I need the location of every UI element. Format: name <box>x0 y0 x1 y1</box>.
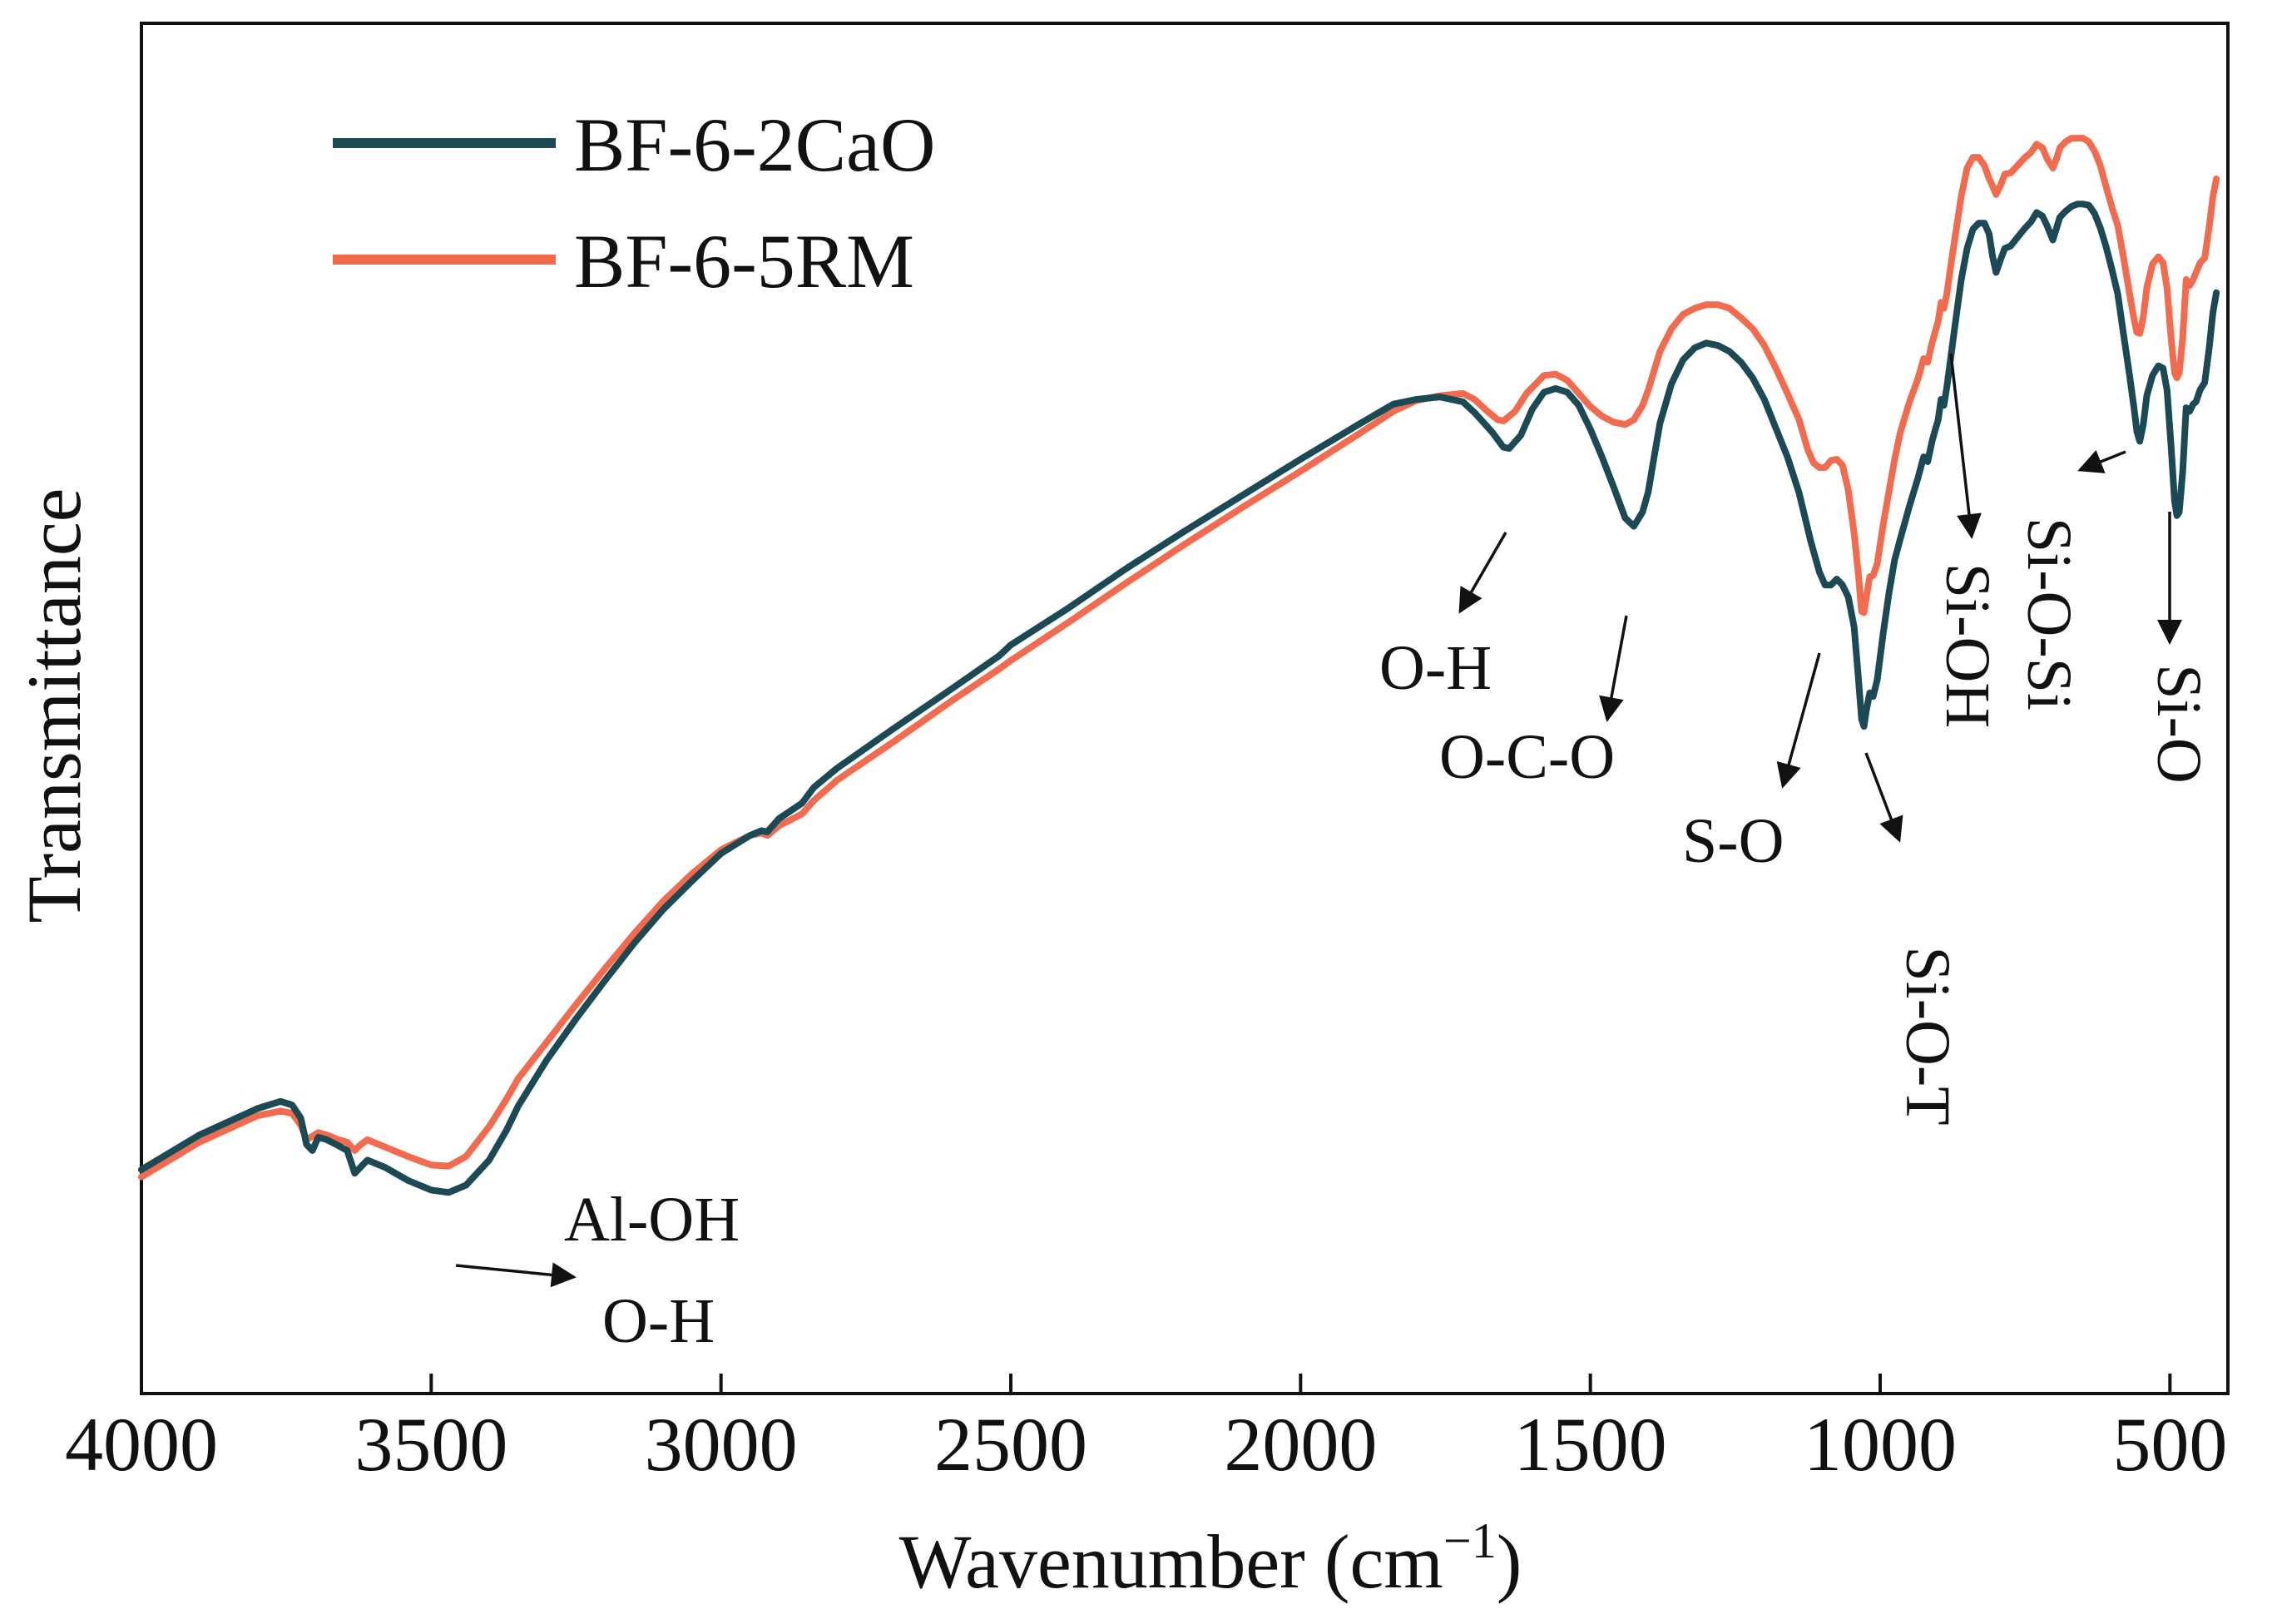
x-axis-tick-labels: 4000 3500 3000 2500 2000 1500 1000 500 <box>65 1402 2227 1487</box>
legend-label-bf-6-5rm: BF-6-5RM <box>574 219 914 304</box>
y-axis-title: Transmittance <box>12 488 97 923</box>
x-tick-label-4000: 4000 <box>65 1402 218 1487</box>
arrow-s-o <box>1776 652 1821 789</box>
x-axis-ticks <box>140 1374 2172 1394</box>
x-tick-label-2000: 2000 <box>1224 1402 1377 1487</box>
plot-frame <box>140 22 2230 1395</box>
annotation-o-h-3450: O-H <box>602 1286 715 1356</box>
x-tick-label-3500: 3500 <box>354 1402 507 1487</box>
annotation-o-h-1640: O-H <box>1379 633 1492 703</box>
x-axis-title-close: ) <box>1497 1519 1522 1604</box>
x-tick-label-3000: 3000 <box>645 1402 798 1487</box>
annotation-si-o-si: Si-O-Si <box>2014 517 2084 710</box>
arrow-si-oh <box>1949 353 1982 539</box>
arrow-o-c-o <box>1599 615 1628 722</box>
annotations: Al-OH O-H O-H O-C-O S-O Si-O-T Si-OH Si-… <box>455 353 2214 1356</box>
annotation-si-o-t: Si-O-T <box>1893 946 1963 1125</box>
x-tick-label-1500: 1500 <box>1514 1402 1667 1487</box>
arrow-si-o-si <box>2077 450 2126 473</box>
series-layer <box>138 135 2220 1196</box>
arrow-si-o-t <box>1864 752 1903 843</box>
x-axis-title: Wavenumber (cm−1) <box>899 1513 1522 1604</box>
arrow-o-h-3450 <box>455 1262 577 1288</box>
x-axis-title-main: Wavenumber (cm <box>899 1519 1443 1604</box>
arrow-o-h-1640 <box>1458 532 1507 614</box>
annotation-si-o: Si-O <box>2144 664 2214 784</box>
annotation-si-oh: Si-OH <box>1933 563 2002 728</box>
x-axis-title-superscript: −1 <box>1443 1513 1497 1568</box>
annotation-o-c-o: O-C-O <box>1439 722 1615 792</box>
legend: BF-6-2CaO BF-6-5RM <box>333 102 935 304</box>
series-line-bf-6-5rm <box>138 135 2220 1181</box>
x-tick-label-1000: 1000 <box>1804 1402 1957 1487</box>
series-line-bf-6-2cao <box>138 201 2220 1196</box>
x-tick-label-500: 500 <box>2112 1402 2227 1487</box>
annotation-s-o: S-O <box>1682 806 1784 876</box>
legend-label-bf-6-2cao: BF-6-2CaO <box>574 102 935 187</box>
annotation-al-oh: Al-OH <box>564 1185 740 1255</box>
x-tick-label-2500: 2500 <box>934 1402 1087 1487</box>
